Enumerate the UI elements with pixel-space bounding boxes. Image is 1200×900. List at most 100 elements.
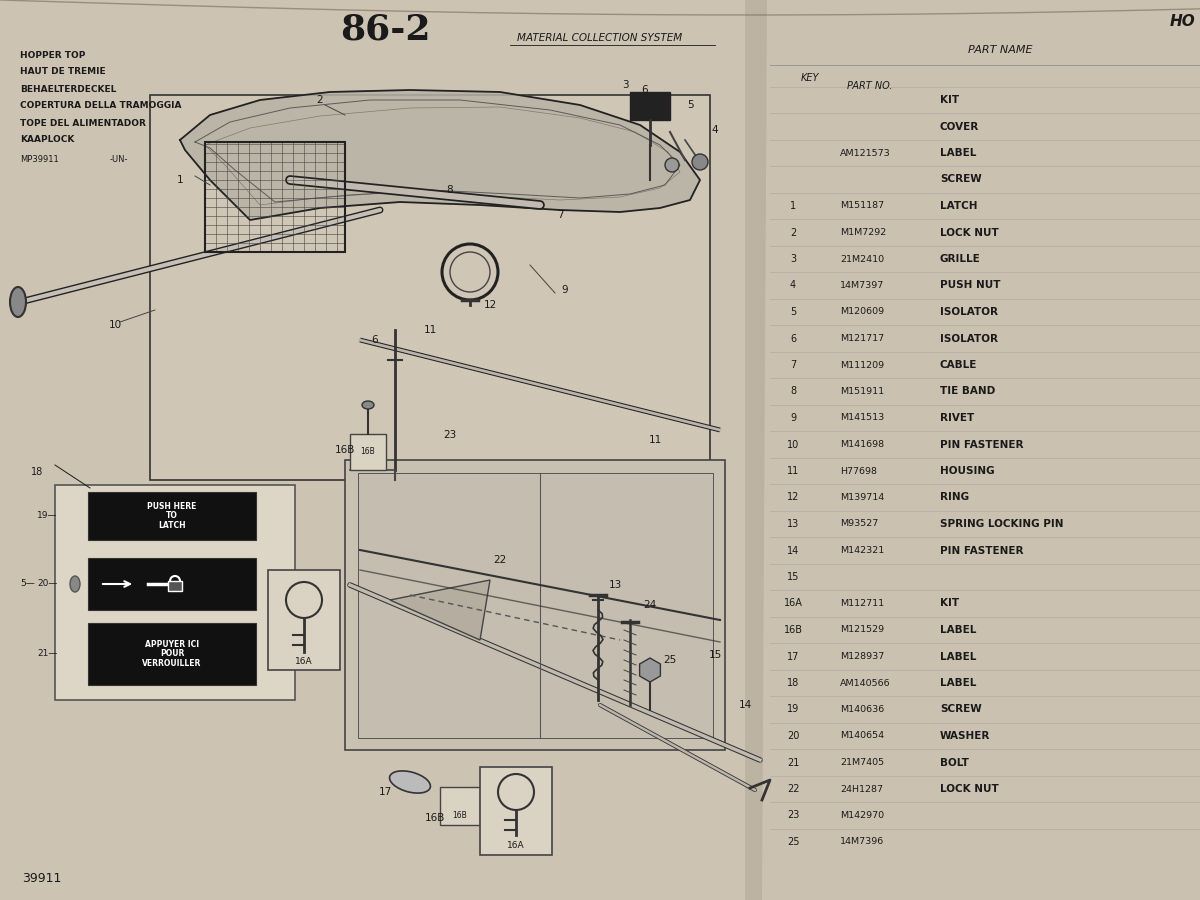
Text: LABEL: LABEL: [940, 625, 977, 635]
Text: 14: 14: [787, 545, 799, 555]
Polygon shape: [760, 0, 1200, 900]
Text: 14M7396: 14M7396: [840, 838, 884, 847]
Bar: [55, 485, 295, 700]
Text: 6: 6: [642, 85, 648, 95]
Text: GRILLE: GRILLE: [940, 254, 980, 264]
Text: KIT: KIT: [940, 598, 959, 608]
Text: 39911: 39911: [22, 871, 61, 885]
Text: KEY: KEY: [800, 73, 820, 83]
Text: ISOLATOR: ISOLATOR: [940, 307, 998, 317]
Text: 6: 6: [790, 334, 796, 344]
Text: M141698: M141698: [840, 440, 884, 449]
Polygon shape: [390, 580, 490, 640]
Text: 16B: 16B: [335, 445, 355, 455]
Ellipse shape: [362, 401, 374, 409]
Circle shape: [665, 158, 679, 172]
Text: ISOLATOR: ISOLATOR: [940, 334, 998, 344]
Bar: [630, 92, 670, 120]
Text: MATERIAL COLLECTION SYSTEM: MATERIAL COLLECTION SYSTEM: [517, 33, 683, 43]
Text: M140654: M140654: [840, 732, 884, 741]
Text: 16A: 16A: [295, 658, 313, 667]
Ellipse shape: [390, 771, 431, 793]
Text: 10: 10: [108, 320, 121, 330]
Text: RIVET: RIVET: [940, 413, 974, 423]
Text: 5—: 5—: [20, 579, 35, 588]
Ellipse shape: [70, 576, 80, 592]
Text: 15: 15: [787, 572, 799, 582]
Text: 2: 2: [790, 228, 796, 238]
Text: M112711: M112711: [840, 599, 884, 608]
Text: M128937: M128937: [840, 652, 884, 661]
Text: M111209: M111209: [840, 361, 884, 370]
Text: 3: 3: [790, 254, 796, 264]
Text: 21—: 21—: [37, 649, 58, 658]
Text: 18: 18: [31, 467, 43, 477]
Text: 16B: 16B: [452, 812, 467, 821]
Text: LABEL: LABEL: [940, 678, 977, 688]
Ellipse shape: [10, 287, 26, 317]
Text: AM121573: AM121573: [840, 148, 890, 157]
Text: 14M7397: 14M7397: [840, 281, 884, 290]
Text: 25: 25: [664, 655, 677, 665]
Text: HOPPER TOP: HOPPER TOP: [20, 50, 85, 59]
Text: HAUT DE TREMIE: HAUT DE TREMIE: [20, 68, 106, 76]
Bar: [150, 95, 710, 480]
Text: 11: 11: [787, 466, 799, 476]
Text: 7: 7: [557, 210, 563, 220]
Text: SPRING LOCKING PIN: SPRING LOCKING PIN: [940, 519, 1063, 529]
Text: M121529: M121529: [840, 626, 884, 634]
Text: M1M7292: M1M7292: [840, 228, 887, 237]
Text: COPERTURA DELLA TRAMOGGIA: COPERTURA DELLA TRAMOGGIA: [20, 102, 181, 111]
Text: 4: 4: [712, 125, 719, 135]
Text: 16B: 16B: [784, 625, 803, 635]
Text: 10: 10: [787, 439, 799, 449]
Text: 17: 17: [787, 652, 799, 662]
Text: 16A: 16A: [784, 598, 803, 608]
Text: 24H1287: 24H1287: [840, 785, 883, 794]
Polygon shape: [0, 0, 760, 900]
Bar: [358, 473, 713, 738]
Text: 19—: 19—: [37, 510, 58, 519]
Text: 86-2: 86-2: [340, 13, 431, 47]
Text: 8: 8: [446, 185, 454, 195]
Text: 21M2410: 21M2410: [840, 255, 884, 264]
Text: 15: 15: [708, 650, 721, 660]
Text: 20—: 20—: [37, 579, 58, 588]
Bar: [88, 492, 256, 540]
Text: MP39911: MP39911: [20, 156, 59, 165]
Text: LABEL: LABEL: [940, 148, 977, 158]
Text: 19: 19: [787, 705, 799, 715]
Text: TIE BAND: TIE BAND: [940, 386, 995, 397]
Text: 23: 23: [443, 430, 457, 440]
Text: M142321: M142321: [840, 546, 884, 555]
Text: 20: 20: [787, 731, 799, 741]
Bar: [88, 623, 256, 685]
Text: SCREW: SCREW: [940, 175, 982, 184]
Bar: [480, 767, 552, 855]
Text: 1: 1: [790, 201, 796, 211]
Text: 25: 25: [787, 837, 799, 847]
Text: 12: 12: [787, 492, 799, 502]
Text: 22: 22: [787, 784, 799, 794]
Text: M120609: M120609: [840, 308, 884, 317]
Text: M139714: M139714: [840, 493, 884, 502]
Text: 1: 1: [176, 175, 184, 185]
Text: BOLT: BOLT: [940, 758, 968, 768]
Text: LABEL: LABEL: [940, 652, 977, 662]
Text: M93527: M93527: [840, 519, 878, 528]
Text: 21M7405: 21M7405: [840, 758, 884, 767]
Text: 9: 9: [562, 285, 569, 295]
Text: 4: 4: [790, 281, 796, 291]
Text: PART NO.: PART NO.: [847, 81, 893, 91]
Bar: [205, 142, 346, 252]
Text: TOPE DEL ALIMENTADOR: TOPE DEL ALIMENTADOR: [20, 119, 146, 128]
Text: KIT: KIT: [940, 95, 959, 105]
Text: 9: 9: [790, 413, 796, 423]
Text: PUSH HERE
TO
LATCH: PUSH HERE TO LATCH: [148, 502, 197, 530]
Polygon shape: [180, 90, 700, 220]
Bar: [346, 460, 725, 750]
Text: 6: 6: [372, 335, 378, 345]
Text: PIN FASTENER: PIN FASTENER: [940, 439, 1024, 449]
Text: AM140566: AM140566: [840, 679, 890, 688]
Text: 18: 18: [787, 678, 799, 688]
